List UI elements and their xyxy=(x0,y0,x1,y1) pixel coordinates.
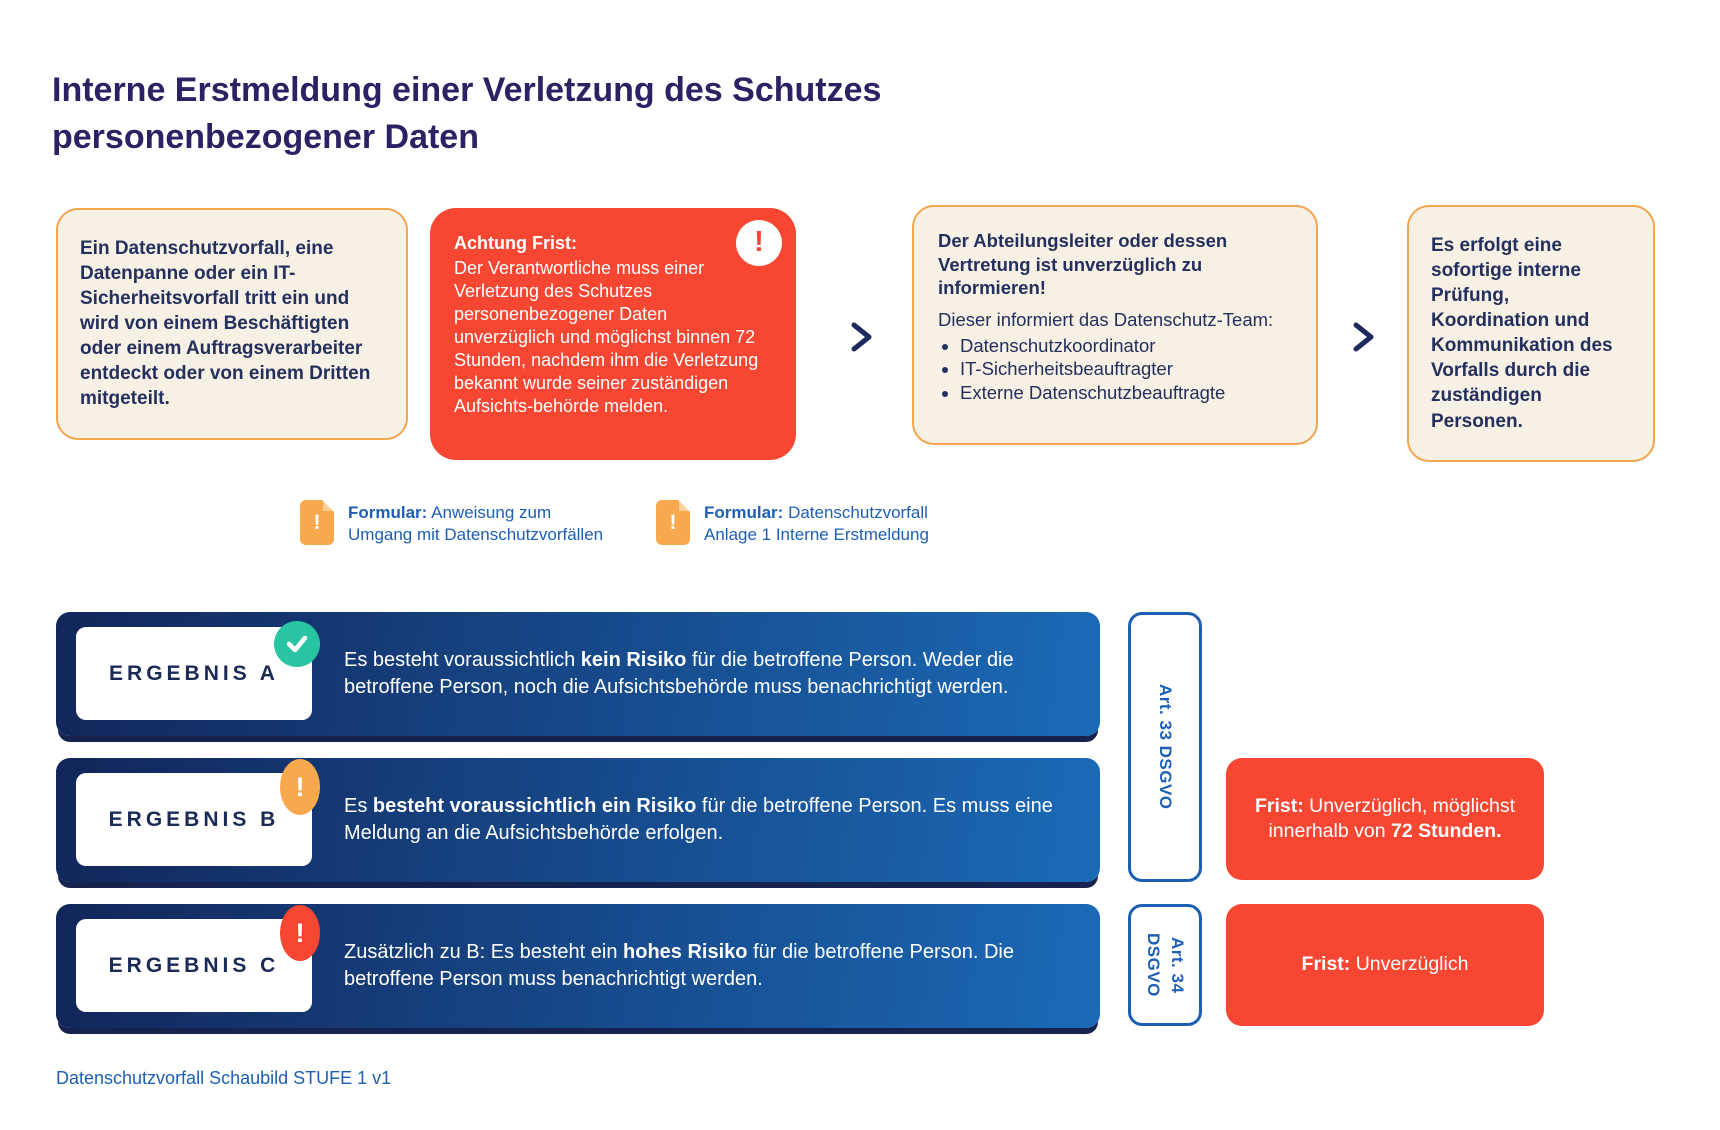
exclamation-icon: ! xyxy=(280,905,320,961)
exclamation-icon: ! xyxy=(736,220,782,266)
form-reference-text: Formular: Datenschutzvorfall Anlage 1 In… xyxy=(704,502,966,546)
flow-step-incident: Ein Datenschutzvorfall, eine Datenpanne … xyxy=(56,208,408,440)
form-title: Anweisung zum Umgang mit Datenschutzvorf… xyxy=(348,503,604,545)
result-row-c: ERGEBNIS C ! Zusätzlich zu B: Es besteht… xyxy=(56,904,1100,1028)
department-head-intro: Dieser informiert das Datenschutz-Team: xyxy=(938,309,1274,331)
deadline-box-72h: Frist: Unverzüglich, möglichst innerhalb… xyxy=(1226,758,1544,880)
result-text: Zusätzlich zu B: Es besteht ein hohes Ri… xyxy=(344,941,1014,990)
result-label: ERGEBNIS B xyxy=(108,807,280,831)
footer-caption: Datenschutzvorfall Schaubild STUFE 1 v1 xyxy=(56,1068,392,1088)
deadline-warning-text: Der Verantwortliche muss einer Verletzun… xyxy=(454,258,759,417)
form-label: Formular: xyxy=(704,503,784,522)
document-exclamation-icon: ! xyxy=(656,500,690,545)
form-reference-instructions: ! Formular: Anweisung zum Umgang mit Dat… xyxy=(300,500,610,546)
form-reference-text: Formular: Anweisung zum Umgang mit Daten… xyxy=(348,502,610,546)
check-icon xyxy=(274,621,320,667)
document-exclamation-icon: ! xyxy=(300,500,334,545)
article-34-box: Art. 34 DSGVO xyxy=(1128,904,1202,1026)
result-card-b: ERGEBNIS B ! xyxy=(76,759,320,866)
list-item: IT-Sicherheitsbeauftragter xyxy=(960,357,1292,381)
result-text: Es besteht voraussichtlich kein Risiko f… xyxy=(344,649,1014,698)
arrow-right-icon xyxy=(1348,320,1378,354)
result-row-b: ERGEBNIS B ! Es besteht voraussichtlich … xyxy=(56,758,1100,882)
flow-step-department-head: Der Abteilungsleiter oder dessen Vertret… xyxy=(912,205,1318,445)
article-33-box: Art. 33 DSGVO xyxy=(1128,612,1202,882)
article-label: Art. 34 DSGVO xyxy=(1144,933,1187,997)
result-card-c: ERGEBNIS C ! xyxy=(76,905,320,1012)
datenschutz-team-list: Datenschutzkoordinator IT-Sicherheitsbea… xyxy=(938,334,1292,405)
list-item: Datenschutzkoordinator xyxy=(960,334,1292,358)
deadline-warning-heading: Achtung Frist: xyxy=(454,233,577,253)
result-row-a: ERGEBNIS A Es besteht voraussichtlich ke… xyxy=(56,612,1100,736)
article-label: Art. 33 DSGVO xyxy=(1155,684,1175,810)
deadline-box-immediate: Frist: Unverzüglich xyxy=(1226,904,1544,1026)
department-head-heading: Der Abteilungsleiter oder dessen Vertret… xyxy=(938,230,1228,299)
flow-step-internal-review: Es erfolgt eine sofortige interne Prüfun… xyxy=(1407,205,1655,462)
result-label: ERGEBNIS A xyxy=(109,661,279,685)
list-item: Externe Datenschutzbeauftragte xyxy=(960,381,1292,405)
exclamation-icon: ! xyxy=(280,759,320,815)
flow-step-deadline-warning: ! Achtung Frist: Der Verantwortliche mus… xyxy=(430,208,796,460)
form-title: Datenschutzvorfall Anlage 1 Interne Erst… xyxy=(704,503,929,545)
flow-step-incident-text: Ein Datenschutzvorfall, eine Datenpanne … xyxy=(80,238,371,410)
internal-review-text: Es erfolgt eine sofortige interne Prüfun… xyxy=(1431,235,1613,432)
result-label: ERGEBNIS C xyxy=(108,953,280,977)
form-reference-erstmeldung: ! Formular: Datenschutzvorfall Anlage 1 … xyxy=(656,500,966,546)
result-card-a: ERGEBNIS A xyxy=(76,621,320,720)
form-label: Formular: xyxy=(348,503,428,522)
page-title: Interne Erstmeldung einer Verletzung des… xyxy=(52,70,882,157)
arrow-right-icon xyxy=(846,320,876,354)
result-text: Es besteht voraussichtlich ein Risiko fü… xyxy=(344,795,1053,844)
